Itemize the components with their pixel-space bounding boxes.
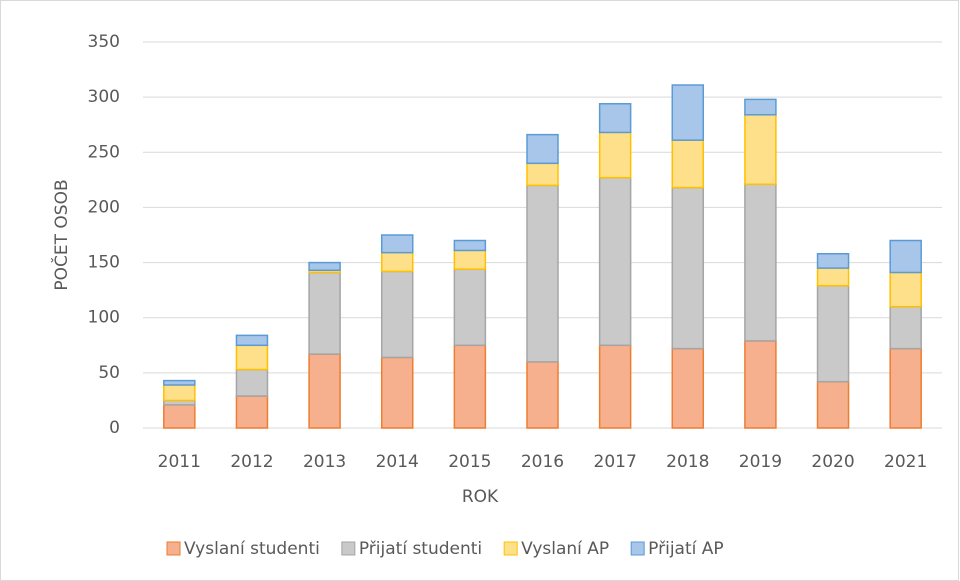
bar-segment — [380, 356, 414, 429]
legend-label: Přijatí AP — [648, 539, 723, 559]
bar-segment — [308, 353, 341, 429]
x-tick-label: 2019 — [739, 452, 782, 472]
bar-segment — [671, 347, 705, 429]
legend-swatch — [341, 541, 356, 556]
bar-segment — [671, 84, 705, 141]
bar-segment — [163, 404, 196, 429]
x-tick-label: 2011 — [158, 452, 201, 472]
legend-label: Vyslaní AP — [521, 539, 609, 559]
legend-swatch — [503, 541, 518, 556]
y-tick-label: 200 — [88, 197, 120, 217]
bar-segment — [380, 251, 414, 273]
bar-segment — [598, 344, 632, 429]
bar-segment — [163, 379, 196, 386]
y-tick-label: 250 — [88, 142, 120, 162]
legend-swatch — [166, 541, 181, 556]
bar-segment — [744, 340, 777, 429]
bar-segment — [889, 271, 922, 308]
bar-segment — [308, 271, 341, 355]
x-tick-label: 2014 — [376, 452, 419, 472]
bar-segment — [308, 261, 341, 272]
legend-label: Vyslaní studenti — [184, 539, 320, 559]
x-tick-label: 2012 — [230, 452, 273, 472]
bar-segment — [453, 239, 487, 252]
y-tick-label: 300 — [88, 87, 120, 107]
y-tick-label: 150 — [88, 253, 120, 273]
bar-segment — [744, 98, 777, 116]
bar-segment — [889, 305, 922, 350]
legend-label: Přijatí studenti — [359, 539, 482, 559]
bar-segment — [816, 284, 850, 383]
bar-segment — [744, 114, 777, 186]
bar-segment — [671, 139, 705, 189]
bar-segment — [453, 344, 487, 429]
bar-segment — [235, 368, 269, 397]
x-tick-label: 2017 — [594, 452, 637, 472]
bar-segment — [816, 267, 850, 287]
bar-segment — [235, 344, 269, 371]
x-tick-label: 2015 — [448, 452, 491, 472]
x-axis-label: ROK — [462, 487, 499, 507]
bar-segment — [889, 239, 922, 274]
x-tick-label: 2013 — [303, 452, 346, 472]
bar-segment — [235, 395, 269, 429]
x-tick-label: 2018 — [666, 452, 709, 472]
bar-segment — [816, 252, 850, 269]
bar-segment — [235, 334, 269, 347]
y-tick-label: 50 — [98, 363, 120, 383]
bar-segment — [453, 268, 487, 347]
bar-segment — [598, 103, 632, 134]
bar-segment — [526, 361, 559, 429]
bar-segment — [816, 380, 850, 429]
bar-segment — [889, 347, 922, 429]
bar-segment — [453, 249, 487, 270]
y-axis-label: POČET OSOB — [50, 179, 72, 290]
bar-segment — [598, 131, 632, 179]
bar-segment — [380, 270, 414, 359]
x-tick-label: 2020 — [811, 452, 854, 472]
bar-segment — [526, 184, 559, 363]
bar-segment — [526, 133, 559, 165]
bar-segment — [744, 183, 777, 342]
bar-segment — [163, 384, 196, 402]
y-tick-label: 0 — [109, 418, 120, 438]
bar-segment — [526, 162, 559, 187]
bar-segment — [598, 176, 632, 347]
bar-segment — [380, 234, 414, 254]
y-tick-label: 100 — [88, 308, 120, 328]
x-tick-label: 2021 — [884, 452, 927, 472]
bar-segment — [671, 186, 705, 350]
legend-swatch — [630, 541, 645, 556]
y-tick-label: 350 — [88, 32, 120, 52]
x-tick-label: 2016 — [521, 452, 564, 472]
